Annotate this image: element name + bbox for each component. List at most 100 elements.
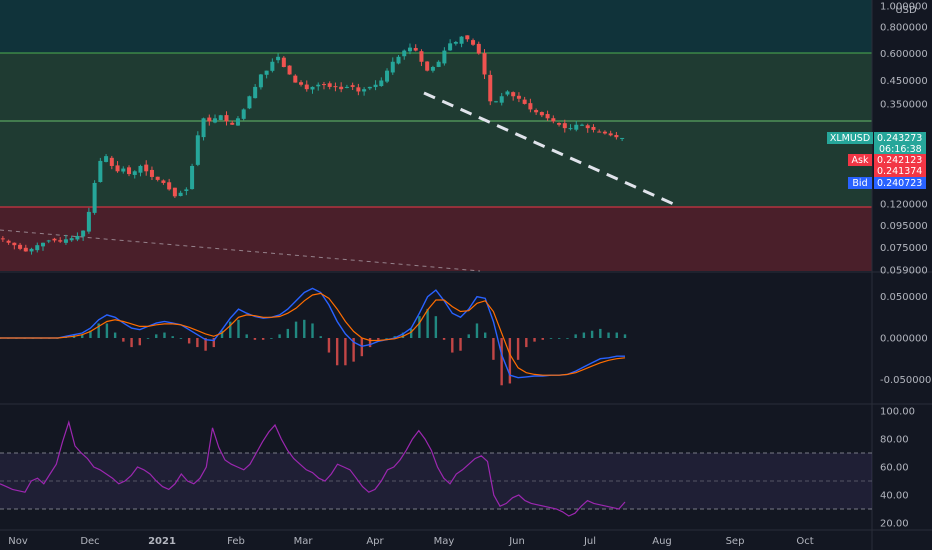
zone-gap-upper bbox=[0, 53, 872, 121]
bid-value-bg bbox=[874, 177, 926, 189]
time-tick-label: Feb bbox=[227, 536, 245, 547]
candle-body bbox=[568, 128, 573, 130]
candle-body bbox=[6, 240, 11, 243]
time-tick-label: 2021 bbox=[148, 536, 176, 547]
macd-line bbox=[0, 287, 625, 379]
macd-histogram-bar bbox=[253, 338, 257, 340]
candle-body bbox=[476, 43, 481, 54]
candle-body bbox=[224, 115, 229, 122]
macd-axis[interactable]: 0.050000 0.000000 -0.050000 bbox=[880, 292, 931, 386]
time-tick-label: Oct bbox=[796, 536, 813, 547]
bid-value: 0.240723 bbox=[877, 178, 922, 189]
macd-histogram-bar bbox=[179, 338, 183, 339]
rsi-line bbox=[0, 420, 626, 517]
macd-histogram-bar bbox=[401, 332, 405, 338]
time-tick-label: May bbox=[434, 536, 455, 547]
ask-value-secondary: 0.241374 bbox=[877, 166, 922, 177]
macd-histogram-bar bbox=[451, 338, 454, 353]
price-tick-label: 0.075000 bbox=[880, 243, 928, 254]
price-axis[interactable]: 1.000000 0.800000 0.600000 0.450000 0.350000… bbox=[880, 2, 928, 277]
macd-histogram-bar bbox=[582, 332, 586, 338]
candle-body bbox=[75, 235, 80, 240]
macd-histogram-bar bbox=[459, 338, 462, 351]
macd-histogram-bar bbox=[113, 332, 117, 338]
signal-line bbox=[0, 292, 626, 376]
time-axis[interactable]: Nov Dec 2021 Feb Mar Apr May Jun Jul Aug Sep Oct bbox=[8, 536, 813, 547]
macd-histogram-bar bbox=[500, 338, 503, 386]
price-tick-label: 1.000000 bbox=[880, 2, 928, 13]
currency-label: USD bbox=[895, 5, 917, 16]
candle-body bbox=[0, 238, 5, 240]
macd-histogram-bar bbox=[344, 338, 347, 366]
rsi-tick-label: 40.00 bbox=[880, 491, 909, 502]
candle-body bbox=[597, 131, 602, 133]
candle-body bbox=[132, 171, 137, 175]
candle-body bbox=[396, 56, 401, 64]
candle-body bbox=[488, 74, 493, 102]
ask-value-bg bbox=[874, 154, 926, 177]
rsi-tick-label: 100.00 bbox=[880, 407, 915, 418]
price-tick-label: 0.120000 bbox=[880, 199, 928, 210]
candle-body bbox=[407, 47, 412, 52]
candle-body bbox=[448, 43, 453, 51]
candle-body bbox=[12, 242, 17, 246]
trendline-thin[interactable] bbox=[0, 229, 481, 272]
zone-upper bbox=[0, 0, 872, 53]
candle-body bbox=[92, 182, 97, 213]
candle-body bbox=[29, 248, 34, 252]
macd-histogram-bar bbox=[574, 334, 577, 338]
candle-body bbox=[161, 180, 166, 183]
macd-histogram-bar bbox=[549, 338, 553, 339]
macd-pane[interactable] bbox=[0, 287, 627, 386]
candle-body bbox=[539, 112, 544, 116]
macd-histogram-bar bbox=[187, 338, 191, 344]
candle-body bbox=[562, 123, 567, 129]
macd-histogram-bar bbox=[590, 330, 594, 338]
time-tick-label: Jul bbox=[583, 536, 596, 547]
candle-body bbox=[465, 35, 470, 40]
candle-body bbox=[321, 84, 326, 86]
macd-histogram bbox=[0, 308, 627, 386]
price-tick-label: 0.450000 bbox=[880, 76, 928, 87]
macd-histogram-bar bbox=[368, 338, 372, 348]
macd-histogram-bar bbox=[541, 338, 544, 340]
candle-body bbox=[453, 41, 458, 44]
macd-histogram-bar bbox=[327, 338, 331, 353]
candle-body bbox=[235, 118, 240, 126]
pair-label: XLMUSD bbox=[830, 133, 870, 144]
time-tick-label: Apr bbox=[366, 536, 384, 547]
time-tick-label: Nov bbox=[8, 536, 28, 547]
rsi-axis[interactable]: 100.00 80.00 60.00 40.00 20.00 bbox=[880, 407, 915, 530]
candle-body bbox=[442, 50, 447, 64]
macd-histogram-bar bbox=[599, 328, 602, 338]
price-tick-label: 0.600000 bbox=[880, 49, 928, 60]
candle-body bbox=[299, 82, 304, 85]
candle-body bbox=[270, 61, 275, 71]
candle-body bbox=[350, 85, 355, 87]
candle-body bbox=[281, 57, 286, 67]
candle-body bbox=[339, 86, 344, 90]
candle-body bbox=[304, 84, 309, 90]
macd-histogram-bar bbox=[533, 338, 536, 342]
macd-histogram-bar bbox=[270, 338, 273, 339]
candle-body bbox=[287, 65, 292, 75]
macd-histogram-bar bbox=[352, 338, 355, 362]
candle-body bbox=[419, 51, 424, 62]
macd-histogram-bar bbox=[286, 328, 290, 338]
candle-body bbox=[104, 156, 109, 162]
trendline-long[interactable] bbox=[423, 91, 679, 208]
price-pane[interactable] bbox=[0, 0, 872, 272]
ask-value: 0.242123 bbox=[877, 155, 922, 166]
ask-label: Ask bbox=[852, 155, 869, 166]
macd-histogram-bar bbox=[483, 332, 487, 338]
candle-body bbox=[293, 75, 298, 83]
macd-histogram-bar bbox=[566, 338, 569, 339]
candle-body bbox=[614, 134, 619, 138]
macd-histogram-bar bbox=[204, 338, 207, 351]
rsi-pane[interactable] bbox=[0, 420, 872, 517]
rsi-tick-label: 60.00 bbox=[880, 463, 909, 474]
rsi-tick-label: 80.00 bbox=[880, 435, 909, 446]
candle-body bbox=[482, 53, 487, 75]
candle-body bbox=[545, 114, 550, 119]
